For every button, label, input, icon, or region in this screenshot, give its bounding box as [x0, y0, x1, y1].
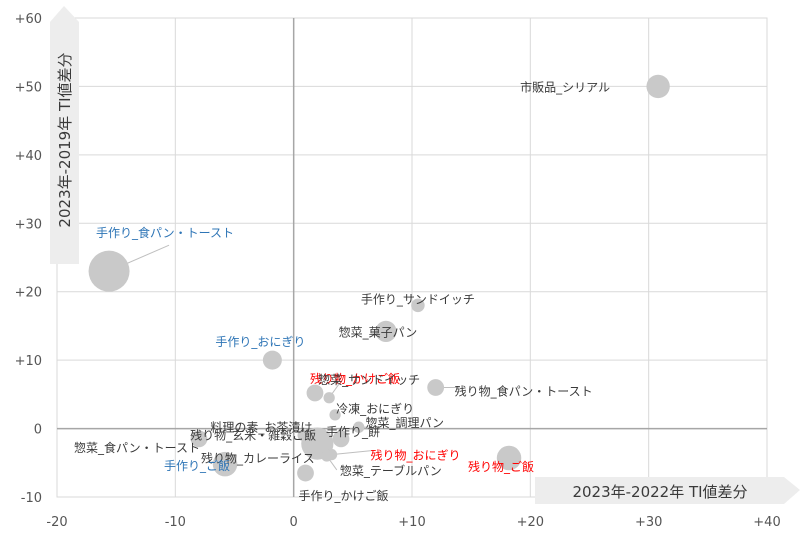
data-point: [212, 451, 238, 477]
x-tick-label: +20: [517, 515, 544, 530]
y-tick-label: -10: [21, 491, 42, 506]
x-axis-title-arrow: [535, 477, 800, 504]
data-label: 手作り_サンドイッチ: [361, 292, 475, 306]
y-axis-title: 2023年-2019年 TI値差分: [56, 52, 74, 227]
data-label: 手作り_食パン・トースト: [96, 225, 234, 240]
data-label: 手作り_おにぎり: [215, 335, 305, 349]
data-point: [646, 74, 670, 99]
x-tick-label: +30: [635, 515, 662, 530]
y-axis-title-arrow: [50, 6, 79, 264]
data-point: [302, 436, 314, 448]
data-point: [411, 298, 425, 313]
y-tick-label: +10: [15, 354, 42, 369]
label-layer: 市販品_シリアル手作り_食パン・トースト手作り_サンドイッチ惣菜_菓子パン手作り…: [74, 79, 610, 503]
axis-layer: -20 -10 0 +10 +20 +30 +40 -10 0 +10 +20 +30 +40 +50 +6…: [15, 12, 781, 530]
data-point: [88, 250, 130, 292]
data-label: 冷凍_おにぎり: [336, 402, 414, 416]
axis-title-layer: 2023年-2022年 TI値差分 2023年-2019年 TI値差分: [50, 6, 800, 504]
data-label: 惣菜_調理パン: [365, 415, 444, 430]
y-tick-label: +60: [15, 12, 42, 27]
data-point: [375, 320, 397, 343]
data-label: 残り物_カレーライス: [201, 451, 315, 465]
data-point: [353, 421, 365, 433]
bubble-layer: [88, 74, 670, 482]
data-point: [329, 409, 341, 421]
data-point: [332, 430, 350, 448]
x-axis-title: 2023年-2022年 TI値差分: [572, 483, 747, 501]
x-tick-label: +10: [398, 515, 425, 530]
y-tick-label: +20: [15, 286, 42, 301]
data-label: 料理の素_お茶漬け: [210, 420, 312, 435]
x-tick-label: -20: [46, 515, 67, 530]
y-tick-label: +40: [15, 149, 42, 164]
data-point: [262, 350, 282, 370]
y-tick-label: +30: [15, 217, 42, 232]
data-label: 残り物_食パン・トースト: [455, 384, 593, 399]
data-point: [297, 464, 314, 482]
data-label: 手作り_かけご飯: [298, 488, 388, 503]
data-point: [321, 450, 333, 462]
data-label: 惣菜_サンドイッチ: [318, 372, 420, 387]
data-label: 手作り_餅: [326, 424, 380, 439]
data-point: [496, 445, 522, 471]
data-point: [306, 384, 324, 402]
y-tick-label: +50: [15, 80, 42, 95]
data-point: [190, 430, 208, 448]
data-label: 手作り_ご飯: [164, 458, 230, 473]
x-tick-label: 0: [290, 515, 298, 530]
data-label: 市販品_シリアル: [520, 79, 610, 94]
x-tick-label: +40: [753, 515, 780, 530]
data-point: [427, 379, 445, 396]
y-tick-label: 0: [34, 423, 42, 438]
data-label: 残り物_ご飯: [468, 459, 534, 474]
data-label: 残り物_おにぎり: [371, 449, 461, 463]
x-tick-label: -10: [165, 515, 186, 530]
leader-line: [331, 450, 372, 456]
data-label: 残り物_かけご飯: [310, 371, 400, 386]
data-label: 惣菜_テーブルパン: [340, 463, 442, 478]
data-label: 惣菜_食パン・トースト: [74, 440, 200, 455]
data-label: 惣菜_菓子パン: [339, 324, 418, 339]
data-label: 残り物_玄米・雑穀ご飯: [190, 427, 316, 442]
data-point: [323, 392, 335, 404]
